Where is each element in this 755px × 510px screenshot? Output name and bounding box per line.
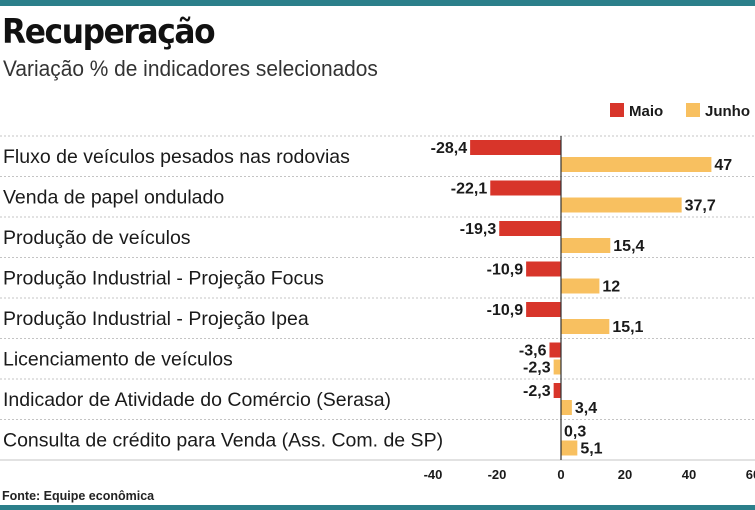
top-rule: [0, 0, 755, 6]
junho-value-label: 47: [714, 157, 732, 174]
maio-bar: [549, 342, 561, 358]
x-tick-label: 20: [618, 467, 632, 482]
junho-value-label: 3,4: [575, 400, 597, 417]
maio-value-label: -22,1: [451, 181, 488, 198]
junho-bar: [561, 400, 572, 415]
chart-title: Recuperação: [2, 12, 216, 52]
junho-value-label: 15,4: [613, 238, 644, 255]
legend-swatch-junho: [686, 103, 700, 117]
maio-bar: [490, 180, 561, 196]
junho-value-label: 12: [602, 279, 620, 296]
junho-bar: [561, 238, 611, 253]
junho-value-label: 37,7: [685, 198, 716, 215]
legend-label-junho: Junho: [705, 103, 750, 120]
junho-value-label: -2,3: [523, 360, 551, 377]
junho-value-label: 5,1: [580, 441, 602, 458]
x-tick-label: -40: [424, 467, 443, 482]
category-label: Consulta de crédito para Venda (Ass. Com…: [3, 430, 443, 452]
junho-bar: [561, 319, 610, 334]
junho-value-label: 15,1: [612, 319, 643, 336]
junho-bar: [561, 197, 682, 213]
maio-value-label: -2,3: [523, 383, 551, 400]
category-label: Produção Industrial - Projeção Ipea: [3, 308, 309, 330]
junho-bar: [553, 359, 561, 375]
category-label: Venda de papel ondulado: [3, 187, 224, 209]
category-label: Indicador de Atividade do Comércio (Sera…: [3, 389, 391, 411]
legend-label-maio: Maio: [629, 103, 663, 120]
category-label: Produção Industrial - Projeção Focus: [3, 268, 324, 290]
maio-bar: [526, 261, 561, 277]
maio-value-label: -3,6: [519, 343, 547, 360]
category-label: Produção de veículos: [3, 227, 191, 249]
junho-bar: [561, 278, 600, 294]
maio-value-label: -10,9: [487, 302, 524, 319]
maio-value-label: -10,9: [487, 262, 524, 279]
maio-value-label: -28,4: [431, 140, 468, 157]
chart-subtitle: Variação % de indicadores selecionados: [3, 56, 378, 81]
bottom-rule: [0, 505, 755, 510]
maio-bar: [470, 140, 561, 155]
legend-swatch-maio: [610, 103, 624, 117]
maio-bar: [553, 383, 561, 398]
source-note: Fonte: Equipe econômica: [2, 489, 155, 503]
x-tick-label: 0: [557, 467, 564, 482]
x-tick-label: -20: [488, 467, 507, 482]
x-tick-label: 40: [682, 467, 696, 482]
maio-bar: [526, 302, 561, 317]
junho-bar: [561, 157, 712, 172]
maio-value-label: -19,3: [460, 221, 497, 238]
junho-bar: [561, 440, 578, 456]
category-label: Fluxo de veículos pesados nas rodovias: [3, 146, 350, 168]
maio-bar: [499, 221, 561, 236]
x-tick-label: 60: [746, 467, 755, 482]
category-label: Licenciamento de veículos: [3, 349, 233, 371]
maio-value-label: 0,3: [564, 424, 586, 441]
